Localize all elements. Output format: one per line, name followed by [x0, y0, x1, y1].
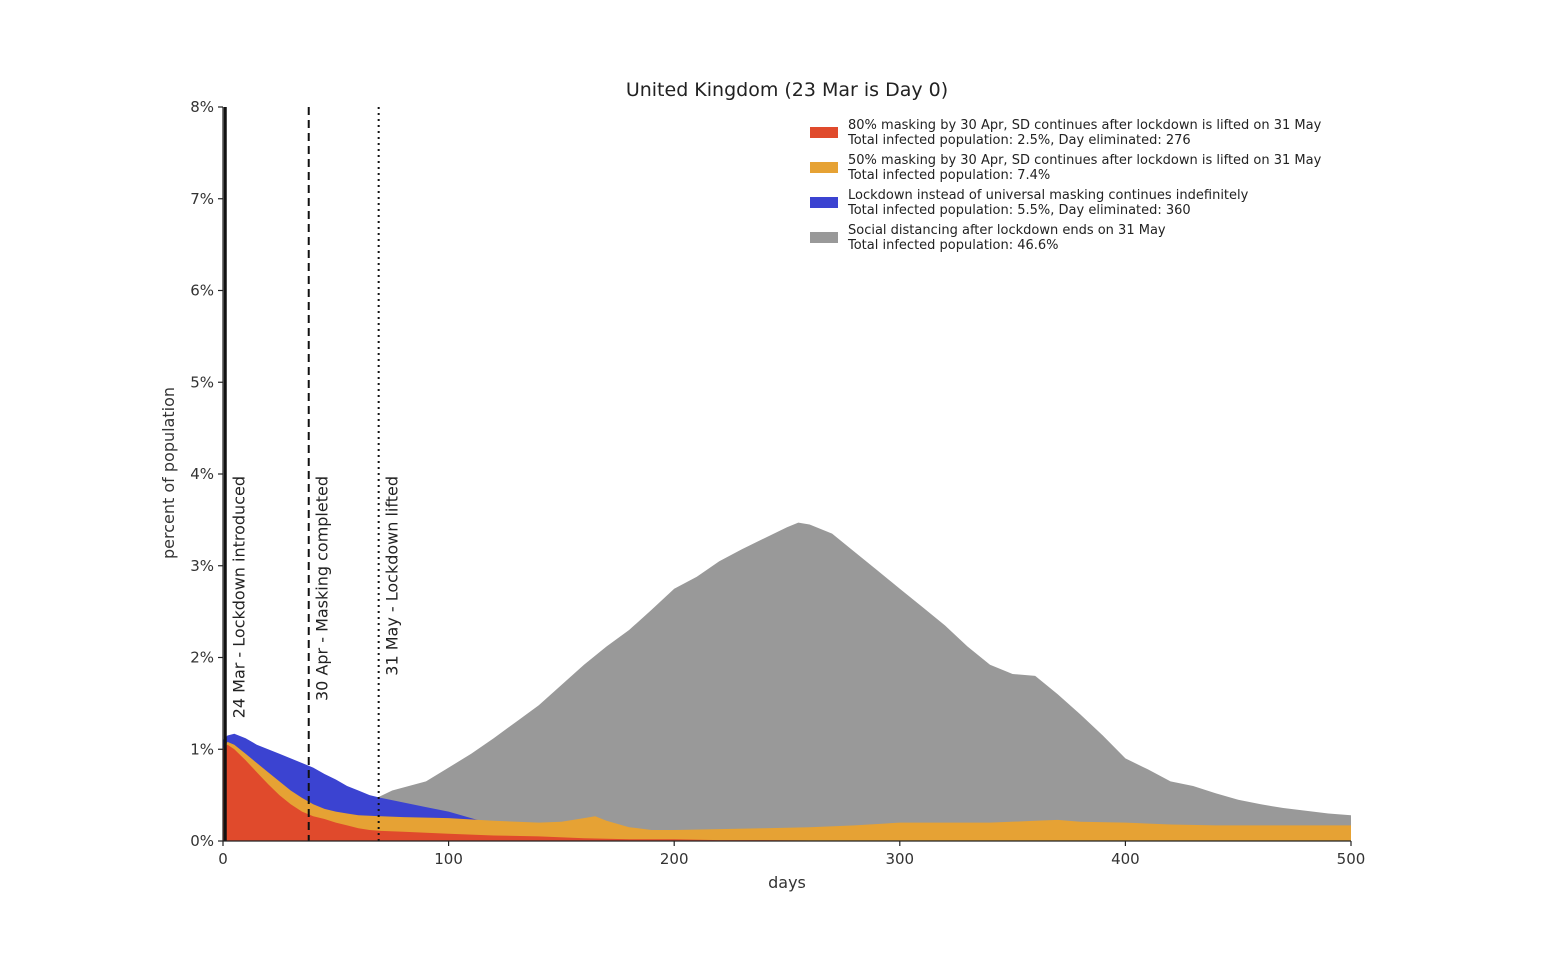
marker-label-1: 30 Apr - Masking completed: [313, 476, 332, 701]
legend: 80% masking by 30 Apr, SD continues afte…: [810, 118, 1322, 253]
legend-detail-0: Total infected population: 46.6%: [847, 238, 1059, 253]
legend-label-3: 80% masking by 30 Apr, SD continues afte…: [848, 118, 1322, 133]
y-tick-label: 2%: [190, 649, 214, 667]
y-tick-label: 6%: [190, 282, 214, 300]
y-tick-label: 1%: [190, 740, 214, 758]
y-axis-title: percent of population: [159, 387, 178, 559]
axes: 0 100 200 300 400 500 0% 1% 2% 3% 4% 5% 6% 7% 8%: [190, 98, 1365, 868]
x-tick-label: 200: [660, 850, 689, 868]
x-tick-label: 0: [218, 850, 228, 868]
legend-label-2: 50% masking by 30 Apr, SD continues afte…: [848, 153, 1322, 168]
marker-label-2: 31 May - Lockdown lifted: [383, 476, 402, 676]
legend-detail-2: Total infected population: 7.4%: [847, 168, 1050, 183]
legend-swatch-1: [810, 197, 838, 208]
legend-detail-3: Total infected population: 2.5%, Day eli…: [847, 133, 1191, 148]
legend-swatch-2: [810, 162, 838, 173]
plot-areas: [223, 522, 1351, 841]
area-series-0: [378, 522, 1351, 841]
y-tick-label: 4%: [190, 465, 214, 483]
vertical-markers: 24 Mar - Lockdown introduced 30 Apr - Mas…: [223, 107, 402, 841]
x-tick-label: 300: [885, 850, 914, 868]
y-tick-label: 3%: [190, 557, 214, 575]
x-tick-label: 500: [1337, 850, 1366, 868]
legend-detail-1: Total infected population: 5.5%, Day eli…: [847, 203, 1191, 218]
y-tick-label: 7%: [190, 190, 214, 208]
area-series-3: [223, 744, 846, 841]
legend-swatch-3: [810, 127, 838, 138]
legend-swatch-0: [810, 232, 838, 243]
legend-label-1: Lockdown instead of universal masking co…: [848, 188, 1249, 203]
legend-label-0: Social distancing after lockdown ends on…: [848, 223, 1166, 238]
marker-label-0: 24 Mar - Lockdown introduced: [229, 476, 248, 718]
x-tick-label: 400: [1111, 850, 1140, 868]
y-tick-label: 0%: [190, 832, 214, 850]
x-axis-title: days: [768, 873, 806, 892]
y-tick-label: 8%: [190, 98, 214, 116]
chart-title: United Kingdom (23 Mar is Day 0): [626, 79, 948, 101]
x-tick-label: 100: [434, 850, 463, 868]
y-tick-label: 5%: [190, 373, 214, 391]
